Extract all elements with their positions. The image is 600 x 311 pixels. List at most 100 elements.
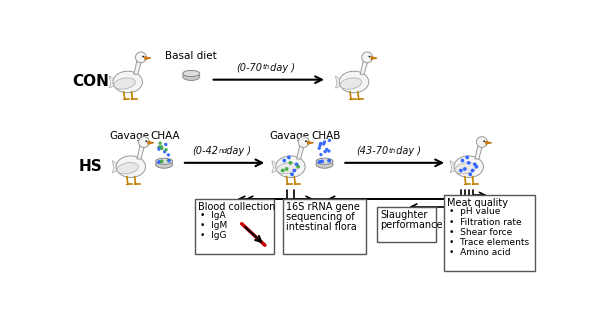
Circle shape	[167, 154, 169, 156]
Circle shape	[295, 163, 298, 165]
Circle shape	[321, 160, 323, 162]
Circle shape	[318, 161, 320, 163]
FancyBboxPatch shape	[377, 207, 436, 242]
Circle shape	[362, 52, 373, 63]
Circle shape	[136, 52, 146, 63]
Circle shape	[286, 168, 288, 170]
Text: •  Amino acid: • Amino acid	[449, 248, 510, 257]
Text: •  IgM: • IgM	[200, 221, 227, 230]
Text: •  Shear force: • Shear force	[449, 228, 512, 236]
Circle shape	[318, 147, 320, 149]
Ellipse shape	[455, 163, 476, 174]
Ellipse shape	[454, 156, 484, 178]
Circle shape	[168, 160, 170, 162]
Text: day ): day )	[393, 146, 421, 156]
Ellipse shape	[183, 73, 200, 81]
Circle shape	[293, 169, 295, 172]
FancyBboxPatch shape	[283, 199, 367, 254]
Polygon shape	[335, 76, 341, 88]
Ellipse shape	[339, 71, 369, 93]
Circle shape	[320, 161, 322, 163]
Circle shape	[324, 151, 326, 153]
Circle shape	[161, 147, 163, 149]
Circle shape	[368, 56, 370, 58]
Ellipse shape	[183, 70, 200, 77]
Polygon shape	[371, 57, 377, 60]
Circle shape	[464, 168, 466, 170]
Circle shape	[291, 173, 293, 175]
Circle shape	[159, 142, 161, 144]
Text: (43-70: (43-70	[356, 146, 388, 156]
Polygon shape	[450, 160, 455, 173]
Polygon shape	[137, 145, 145, 159]
Ellipse shape	[316, 160, 333, 168]
Ellipse shape	[114, 78, 136, 89]
Circle shape	[297, 165, 299, 168]
Text: Meat quality: Meat quality	[447, 198, 508, 208]
Circle shape	[305, 140, 307, 142]
Text: Slaughter: Slaughter	[380, 210, 428, 220]
Circle shape	[467, 162, 470, 164]
Text: th: th	[388, 148, 396, 154]
Circle shape	[469, 173, 472, 175]
Circle shape	[289, 162, 292, 164]
Ellipse shape	[277, 163, 298, 174]
Circle shape	[329, 160, 331, 162]
Text: Gavage: Gavage	[109, 131, 149, 141]
Circle shape	[158, 146, 160, 148]
Circle shape	[142, 56, 144, 58]
Circle shape	[461, 159, 464, 162]
Text: th: th	[263, 64, 270, 70]
Circle shape	[321, 160, 323, 162]
Circle shape	[323, 141, 326, 143]
Circle shape	[460, 169, 462, 172]
Circle shape	[319, 145, 321, 146]
Text: •  pH value: • pH value	[449, 207, 500, 216]
Polygon shape	[308, 141, 314, 144]
Ellipse shape	[316, 158, 333, 165]
Text: (0-42: (0-42	[193, 146, 218, 156]
Circle shape	[160, 161, 161, 163]
Circle shape	[288, 156, 290, 159]
Polygon shape	[296, 145, 304, 159]
Ellipse shape	[276, 156, 305, 178]
Circle shape	[328, 150, 330, 152]
Polygon shape	[475, 145, 482, 159]
Circle shape	[165, 149, 167, 151]
Circle shape	[145, 140, 147, 142]
Polygon shape	[486, 141, 492, 144]
Circle shape	[472, 169, 474, 172]
Circle shape	[483, 140, 485, 142]
Circle shape	[474, 163, 476, 165]
Circle shape	[281, 169, 284, 172]
Text: Gavage: Gavage	[269, 131, 309, 141]
Circle shape	[283, 159, 286, 162]
Circle shape	[158, 148, 160, 150]
FancyBboxPatch shape	[195, 199, 274, 254]
Text: day ): day )	[223, 146, 251, 156]
Circle shape	[161, 160, 163, 162]
Text: Basal diet: Basal diet	[166, 51, 217, 61]
Ellipse shape	[155, 158, 173, 165]
Text: performance: performance	[380, 220, 443, 230]
Circle shape	[328, 139, 331, 142]
Text: •  IgA: • IgA	[200, 211, 226, 220]
Text: CHAA: CHAA	[151, 131, 181, 141]
Ellipse shape	[340, 78, 362, 89]
Polygon shape	[134, 60, 142, 74]
Text: Blood collection: Blood collection	[198, 202, 275, 212]
Polygon shape	[360, 60, 368, 74]
Circle shape	[161, 160, 163, 162]
Ellipse shape	[155, 160, 173, 168]
Circle shape	[158, 161, 160, 163]
Ellipse shape	[117, 163, 139, 174]
Circle shape	[466, 156, 469, 159]
Text: nd: nd	[218, 148, 227, 154]
Polygon shape	[145, 57, 151, 60]
Circle shape	[164, 151, 166, 153]
Polygon shape	[109, 76, 115, 88]
Circle shape	[476, 137, 487, 147]
Polygon shape	[148, 141, 154, 144]
Circle shape	[298, 137, 309, 147]
FancyBboxPatch shape	[444, 195, 535, 271]
